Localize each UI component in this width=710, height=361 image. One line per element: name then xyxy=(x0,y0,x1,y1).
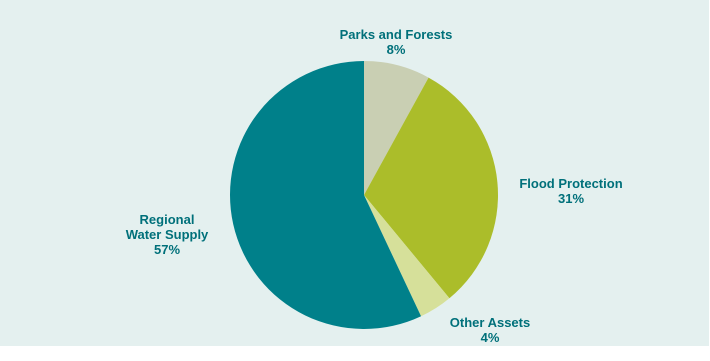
pie-slice-regional-water-supply xyxy=(229,60,422,329)
pie-slice-other-assets xyxy=(364,195,450,317)
slice-name-label: Water Supply xyxy=(126,227,209,242)
slice-name-label: Flood Protection xyxy=(519,176,622,191)
slice-value-label: 4% xyxy=(481,330,500,345)
slice-name-label: Other Assets xyxy=(450,315,530,330)
pie-slice-parks-and-forests xyxy=(364,61,429,195)
slice-value-label: 31% xyxy=(558,191,584,206)
pie-slice-flood-protection xyxy=(364,77,498,299)
slice-value-label: 8% xyxy=(387,42,406,57)
slice-name-label: Regional xyxy=(140,212,195,227)
slice-name-label: Parks and Forests xyxy=(340,27,453,42)
slice-value-label: 57% xyxy=(154,242,180,257)
